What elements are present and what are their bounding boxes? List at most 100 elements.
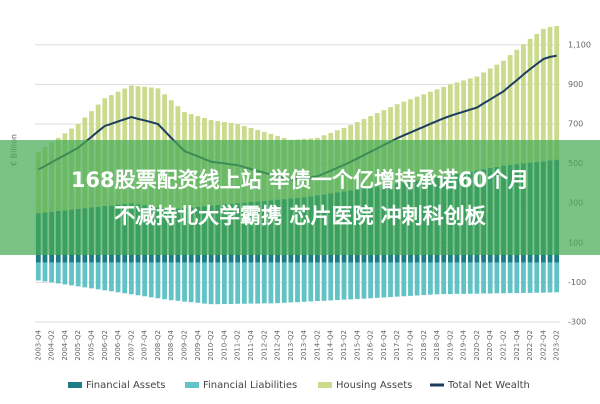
bar xyxy=(208,262,214,305)
bar xyxy=(315,262,320,302)
x-tick-label: 2006-Q4 xyxy=(114,329,122,360)
bar xyxy=(554,262,560,293)
bar xyxy=(494,64,500,167)
bar xyxy=(49,262,55,283)
bar xyxy=(128,262,134,295)
bar xyxy=(421,262,427,296)
x-tick-label: 2008-Q2 xyxy=(154,330,162,361)
bar xyxy=(321,262,327,301)
bar xyxy=(414,262,420,296)
x-tick-label: 2021-Q2 xyxy=(500,330,508,361)
bar xyxy=(454,82,460,174)
legend-label: Total Net Wealth xyxy=(447,380,530,391)
bar xyxy=(202,262,207,304)
x-tick-label: 2012-Q2 xyxy=(260,330,268,361)
y-tick-label: -100 xyxy=(568,278,586,287)
x-tick-label: 2020-Q4 xyxy=(486,329,494,360)
bar xyxy=(434,262,440,295)
bar xyxy=(268,262,274,304)
bar xyxy=(534,33,540,162)
bar xyxy=(481,72,486,170)
bar xyxy=(301,262,307,302)
bar xyxy=(428,262,433,295)
y-tick-label: 900 xyxy=(568,80,583,89)
bar xyxy=(474,76,480,171)
bar xyxy=(381,262,387,298)
bar xyxy=(188,262,194,303)
bar xyxy=(494,262,500,294)
x-tick-label: 2012-Q4 xyxy=(274,329,282,360)
bar xyxy=(341,262,347,300)
bar xyxy=(521,44,526,164)
x-tick-label: 2013-Q2 xyxy=(287,330,295,361)
x-tick-label: 2021-Q4 xyxy=(513,329,521,360)
bar xyxy=(182,262,187,302)
x-tick-label: 2008-Q4 xyxy=(167,329,175,360)
x-tick-label: 2016-Q2 xyxy=(367,330,375,361)
x-tick-label: 2003-Q4 xyxy=(34,329,42,360)
bar xyxy=(281,262,287,303)
bar xyxy=(95,262,101,290)
x-tick-label: 2019-Q4 xyxy=(460,329,468,360)
bar xyxy=(42,262,48,282)
bar xyxy=(501,60,506,166)
bar xyxy=(374,262,380,298)
bar xyxy=(255,262,261,304)
bar xyxy=(461,80,467,173)
bar xyxy=(521,262,526,293)
x-tick-label: 2009-Q2 xyxy=(181,330,189,361)
bar xyxy=(414,96,420,181)
bar xyxy=(148,262,154,298)
x-tick-label: 2015-Q4 xyxy=(353,329,361,360)
bar xyxy=(540,28,546,162)
x-tick-label: 2023-Q2 xyxy=(553,330,561,361)
legend-label: Financial Assets xyxy=(86,380,166,391)
bar xyxy=(467,78,473,172)
x-tick-label: 2007-Q2 xyxy=(127,330,135,361)
bar xyxy=(261,262,267,304)
x-tick-label: 2018-Q2 xyxy=(420,330,428,361)
x-tick-label: 2010-Q2 xyxy=(207,330,215,361)
bar xyxy=(394,262,400,297)
bar xyxy=(534,262,540,293)
bar xyxy=(82,262,88,288)
x-tick-label: 2020-Q2 xyxy=(473,330,481,361)
legend-swatch xyxy=(318,382,332,388)
bar xyxy=(354,262,360,300)
bar xyxy=(35,262,41,281)
bar xyxy=(215,262,221,305)
x-tick-label: 2005-Q2 xyxy=(74,330,82,361)
legend-label: Housing Assets xyxy=(336,380,412,391)
bar xyxy=(527,38,533,163)
x-tick-label: 2007-Q4 xyxy=(141,329,149,360)
bar xyxy=(69,262,74,286)
x-tick-label: 2018-Q4 xyxy=(433,329,441,360)
bar xyxy=(447,84,453,176)
bar xyxy=(288,262,294,303)
bar xyxy=(461,262,467,294)
legend-swatch xyxy=(185,382,199,388)
bar xyxy=(514,262,520,294)
x-tick-label: 2004-Q2 xyxy=(48,330,56,361)
legend-swatch xyxy=(68,382,82,388)
banner: 168股票配资线上站 举债一个亿增持承诺60个月 不减持北大学霸携 芯片医院 冲… xyxy=(0,140,600,255)
bar xyxy=(447,262,453,295)
y-tick-label: 1,100 xyxy=(568,40,591,49)
bar xyxy=(434,89,440,178)
bar xyxy=(175,262,181,301)
bar xyxy=(122,262,128,294)
x-tick-label: 2016-Q4 xyxy=(380,329,388,360)
bar xyxy=(109,262,114,292)
bar xyxy=(507,262,513,294)
bar xyxy=(275,262,280,304)
bar xyxy=(75,262,81,287)
bar xyxy=(540,262,546,293)
bar xyxy=(308,262,314,302)
legend-label: Financial Liabilities xyxy=(203,380,297,391)
bar xyxy=(421,94,427,180)
bar xyxy=(162,262,167,300)
x-tick-label: 2013-Q4 xyxy=(300,329,308,360)
bar xyxy=(348,262,354,300)
bar xyxy=(222,262,227,304)
